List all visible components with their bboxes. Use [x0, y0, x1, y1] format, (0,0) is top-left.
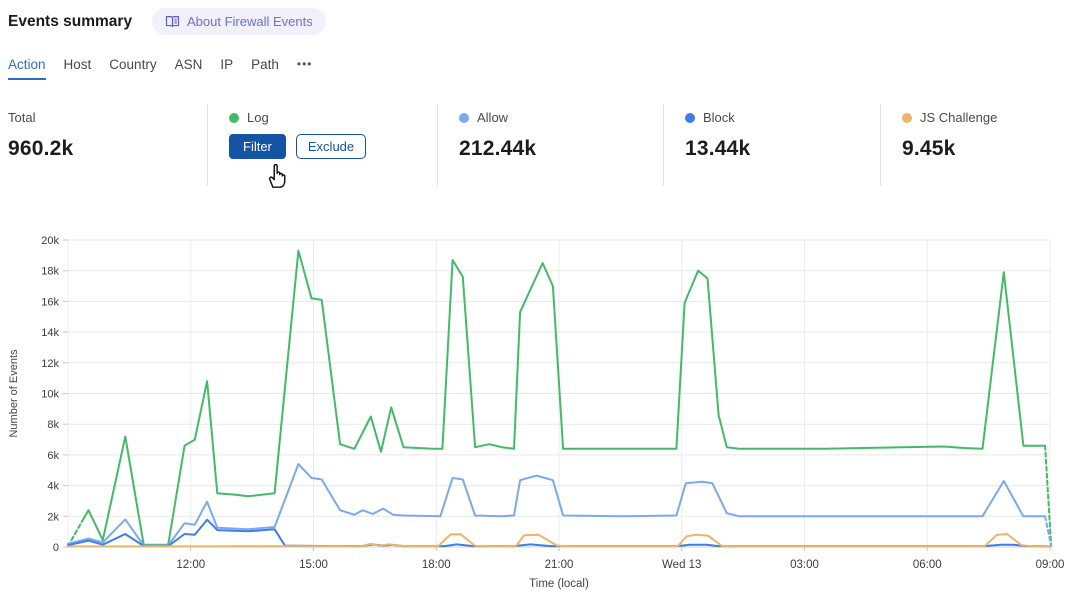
tab-path[interactable]: Path	[251, 57, 279, 72]
svg-text:14k: 14k	[41, 327, 59, 339]
js-challenge-legend-dot	[902, 112, 912, 123]
block-legend-dot	[685, 112, 695, 123]
stat-block-label: Block	[703, 110, 735, 125]
stat-log[interactable]: Log Filter Exclude	[207, 104, 437, 186]
svg-text:15:00: 15:00	[299, 559, 328, 571]
stat-js-challenge-label: JS Challenge	[920, 110, 998, 125]
svg-text:2k: 2k	[47, 511, 59, 523]
stat-block[interactable]: Block 13.44k	[663, 104, 880, 186]
svg-text:16k: 16k	[41, 296, 59, 308]
svg-text:Wed 13: Wed 13	[662, 559, 701, 571]
tabs-more-button[interactable]: •••	[296, 57, 313, 71]
svg-text:18k: 18k	[41, 266, 59, 278]
stat-total: Total 960.2k	[8, 104, 207, 186]
tab-ip[interactable]: IP	[220, 57, 234, 72]
events-time-series-chart[interactable]: 0 2k 4k 6k 8k 10k 12k 14k 16k 18k 20k 12:00 15:00 18:…	[0, 230, 1068, 598]
stat-allow-value: 212.44k	[459, 137, 537, 160]
svg-text:8k: 8k	[47, 419, 59, 431]
stat-allow[interactable]: Allow 212.44k	[437, 104, 663, 186]
stat-js-challenge-value: 9.45k	[902, 137, 956, 160]
svg-text:06:00: 06:00	[913, 559, 942, 571]
svg-text:09:00: 09:00	[1036, 559, 1065, 571]
open-book-icon	[165, 14, 180, 29]
about-firewall-events-badge[interactable]: About Firewall Events	[152, 8, 326, 35]
svg-text:20k: 20k	[41, 235, 59, 247]
page-title: Events summary	[8, 13, 133, 30]
svg-text:0: 0	[53, 542, 59, 554]
tabs-bar: Action Host Country ASN IP Path •••	[8, 57, 313, 80]
svg-text:12:00: 12:00	[176, 559, 205, 571]
stat-allow-label: Allow	[477, 110, 509, 125]
svg-text:6k: 6k	[47, 450, 59, 462]
tab-country[interactable]: Country	[109, 57, 157, 72]
tab-asn[interactable]: ASN	[174, 57, 203, 72]
log-legend-dot	[229, 112, 239, 123]
svg-text:Number of Events: Number of Events	[8, 349, 20, 438]
svg-text:18:00: 18:00	[422, 559, 451, 571]
filter-button[interactable]: Filter	[229, 134, 286, 159]
svg-text:10k: 10k	[41, 389, 59, 401]
allow-legend-dot	[459, 112, 469, 123]
stats-row: Total 960.2k Log Filter Exclude Allow 21…	[8, 104, 1060, 186]
tab-action[interactable]: Action	[8, 57, 46, 80]
about-badge-label: About Firewall Events	[187, 14, 313, 29]
svg-text:4k: 4k	[47, 481, 59, 493]
stat-js-challenge[interactable]: JS Challenge 9.45k	[880, 104, 1060, 186]
tab-host[interactable]: Host	[63, 57, 92, 72]
svg-text:03:00: 03:00	[790, 559, 819, 571]
stat-total-label: Total	[8, 110, 36, 125]
exclude-button[interactable]: Exclude	[295, 134, 367, 159]
stat-total-value: 960.2k	[8, 137, 74, 160]
svg-text:Time (local): Time (local)	[529, 578, 589, 590]
stat-block-value: 13.44k	[685, 137, 751, 160]
stat-log-label: Log	[247, 110, 269, 125]
svg-text:21:00: 21:00	[545, 559, 574, 571]
svg-text:12k: 12k	[41, 358, 59, 370]
